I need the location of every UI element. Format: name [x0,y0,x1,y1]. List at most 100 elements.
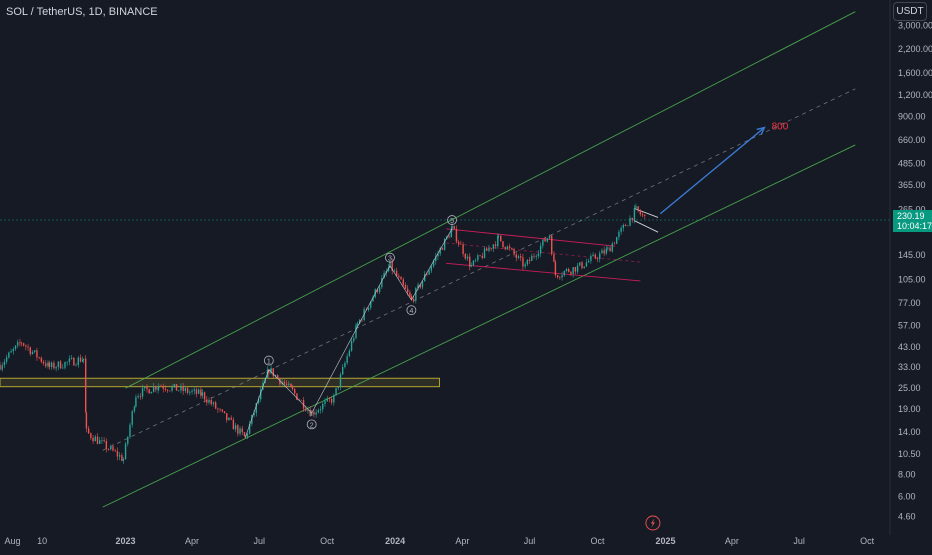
y-axis: 3,000.00 2,200.00 1,600.00 1,200.00 900.00 66… [889,0,932,535]
candle-body [42,361,45,364]
x-tick-label: Apr [725,536,739,546]
candle-body [317,410,320,413]
candle-body [3,361,6,366]
candle-body [137,396,139,398]
y-tick-label: 1,200.00 [898,90,932,100]
candle [430,264,433,274]
candle [335,387,337,396]
candle [393,268,396,272]
candle-body [378,287,381,292]
candle-body [255,403,257,413]
candle [616,236,618,244]
candle-body [537,253,540,257]
candle-body [45,363,47,367]
candle-body [391,261,393,271]
candle-body [620,227,622,232]
candle [157,386,159,394]
candle-body [146,386,148,390]
y-tick-label: 3,000.00 [898,20,932,30]
candle-body [583,266,585,269]
candle-body [350,340,353,351]
channel-mid-line [102,88,856,451]
candle [492,243,495,252]
candle-body [570,271,572,274]
candle-body [624,225,627,226]
candle [528,257,531,264]
candle [62,364,64,370]
candle [139,393,142,400]
y-tick-label: 4.60 [898,511,916,521]
candle [257,396,260,405]
x-tick-label: Jul [524,536,536,546]
candle-body [84,358,87,413]
candle-body [162,386,164,389]
candle-body [57,361,60,368]
candle-body [603,250,605,254]
candle-body [48,362,51,368]
candle [184,385,187,394]
candle [583,266,585,269]
y-tick-label: 25.00 [898,383,921,393]
candle-body [342,367,344,375]
candle [502,241,504,250]
candle-body [212,402,215,404]
candle [488,244,490,253]
candle [537,250,540,259]
candle [441,247,444,250]
candle [112,443,114,452]
candle [561,271,563,281]
candle [469,253,471,271]
candle [554,259,557,278]
candle-body [300,400,303,401]
candle-body [601,250,603,254]
candle-body [337,386,339,389]
candle-body [494,244,497,247]
candle-body [641,214,644,216]
candle [328,397,331,403]
candle-body [237,425,239,434]
candle [127,436,129,447]
candle [14,345,17,351]
candle-body [367,307,370,310]
wave-label: 5 [447,215,457,225]
candle-body [594,254,597,259]
candle-body [469,256,471,267]
candle [283,379,286,386]
candle [633,204,636,224]
candle-body [285,383,288,385]
candle [175,384,178,391]
candle [191,388,193,395]
candle-body [195,389,198,394]
candle [453,225,455,230]
candle [152,382,155,393]
candle-body [477,255,479,261]
candle-body [474,260,477,261]
candle [402,277,404,288]
candle-body [492,244,495,249]
candle-body [358,319,361,324]
candle-body [124,443,127,460]
wave-label: 2 [306,419,317,429]
candle-body [82,358,85,360]
candle-body [344,362,346,368]
candle-body [17,342,19,346]
currency-button[interactable]: USDT [893,2,927,21]
candle [553,251,555,263]
candle [568,267,570,273]
candle [395,267,398,277]
candle [68,355,71,366]
candle [239,426,241,436]
lightning-icon-ring [645,515,661,531]
candle [208,397,210,405]
candle [42,359,45,366]
candle-body [270,368,272,374]
candle-body [635,206,637,209]
candle [526,259,529,267]
candle-body [592,254,594,257]
candle [353,335,355,344]
candle [182,383,184,395]
wave-label: 1 [263,355,274,366]
lightning-icon-bolt [650,518,655,528]
